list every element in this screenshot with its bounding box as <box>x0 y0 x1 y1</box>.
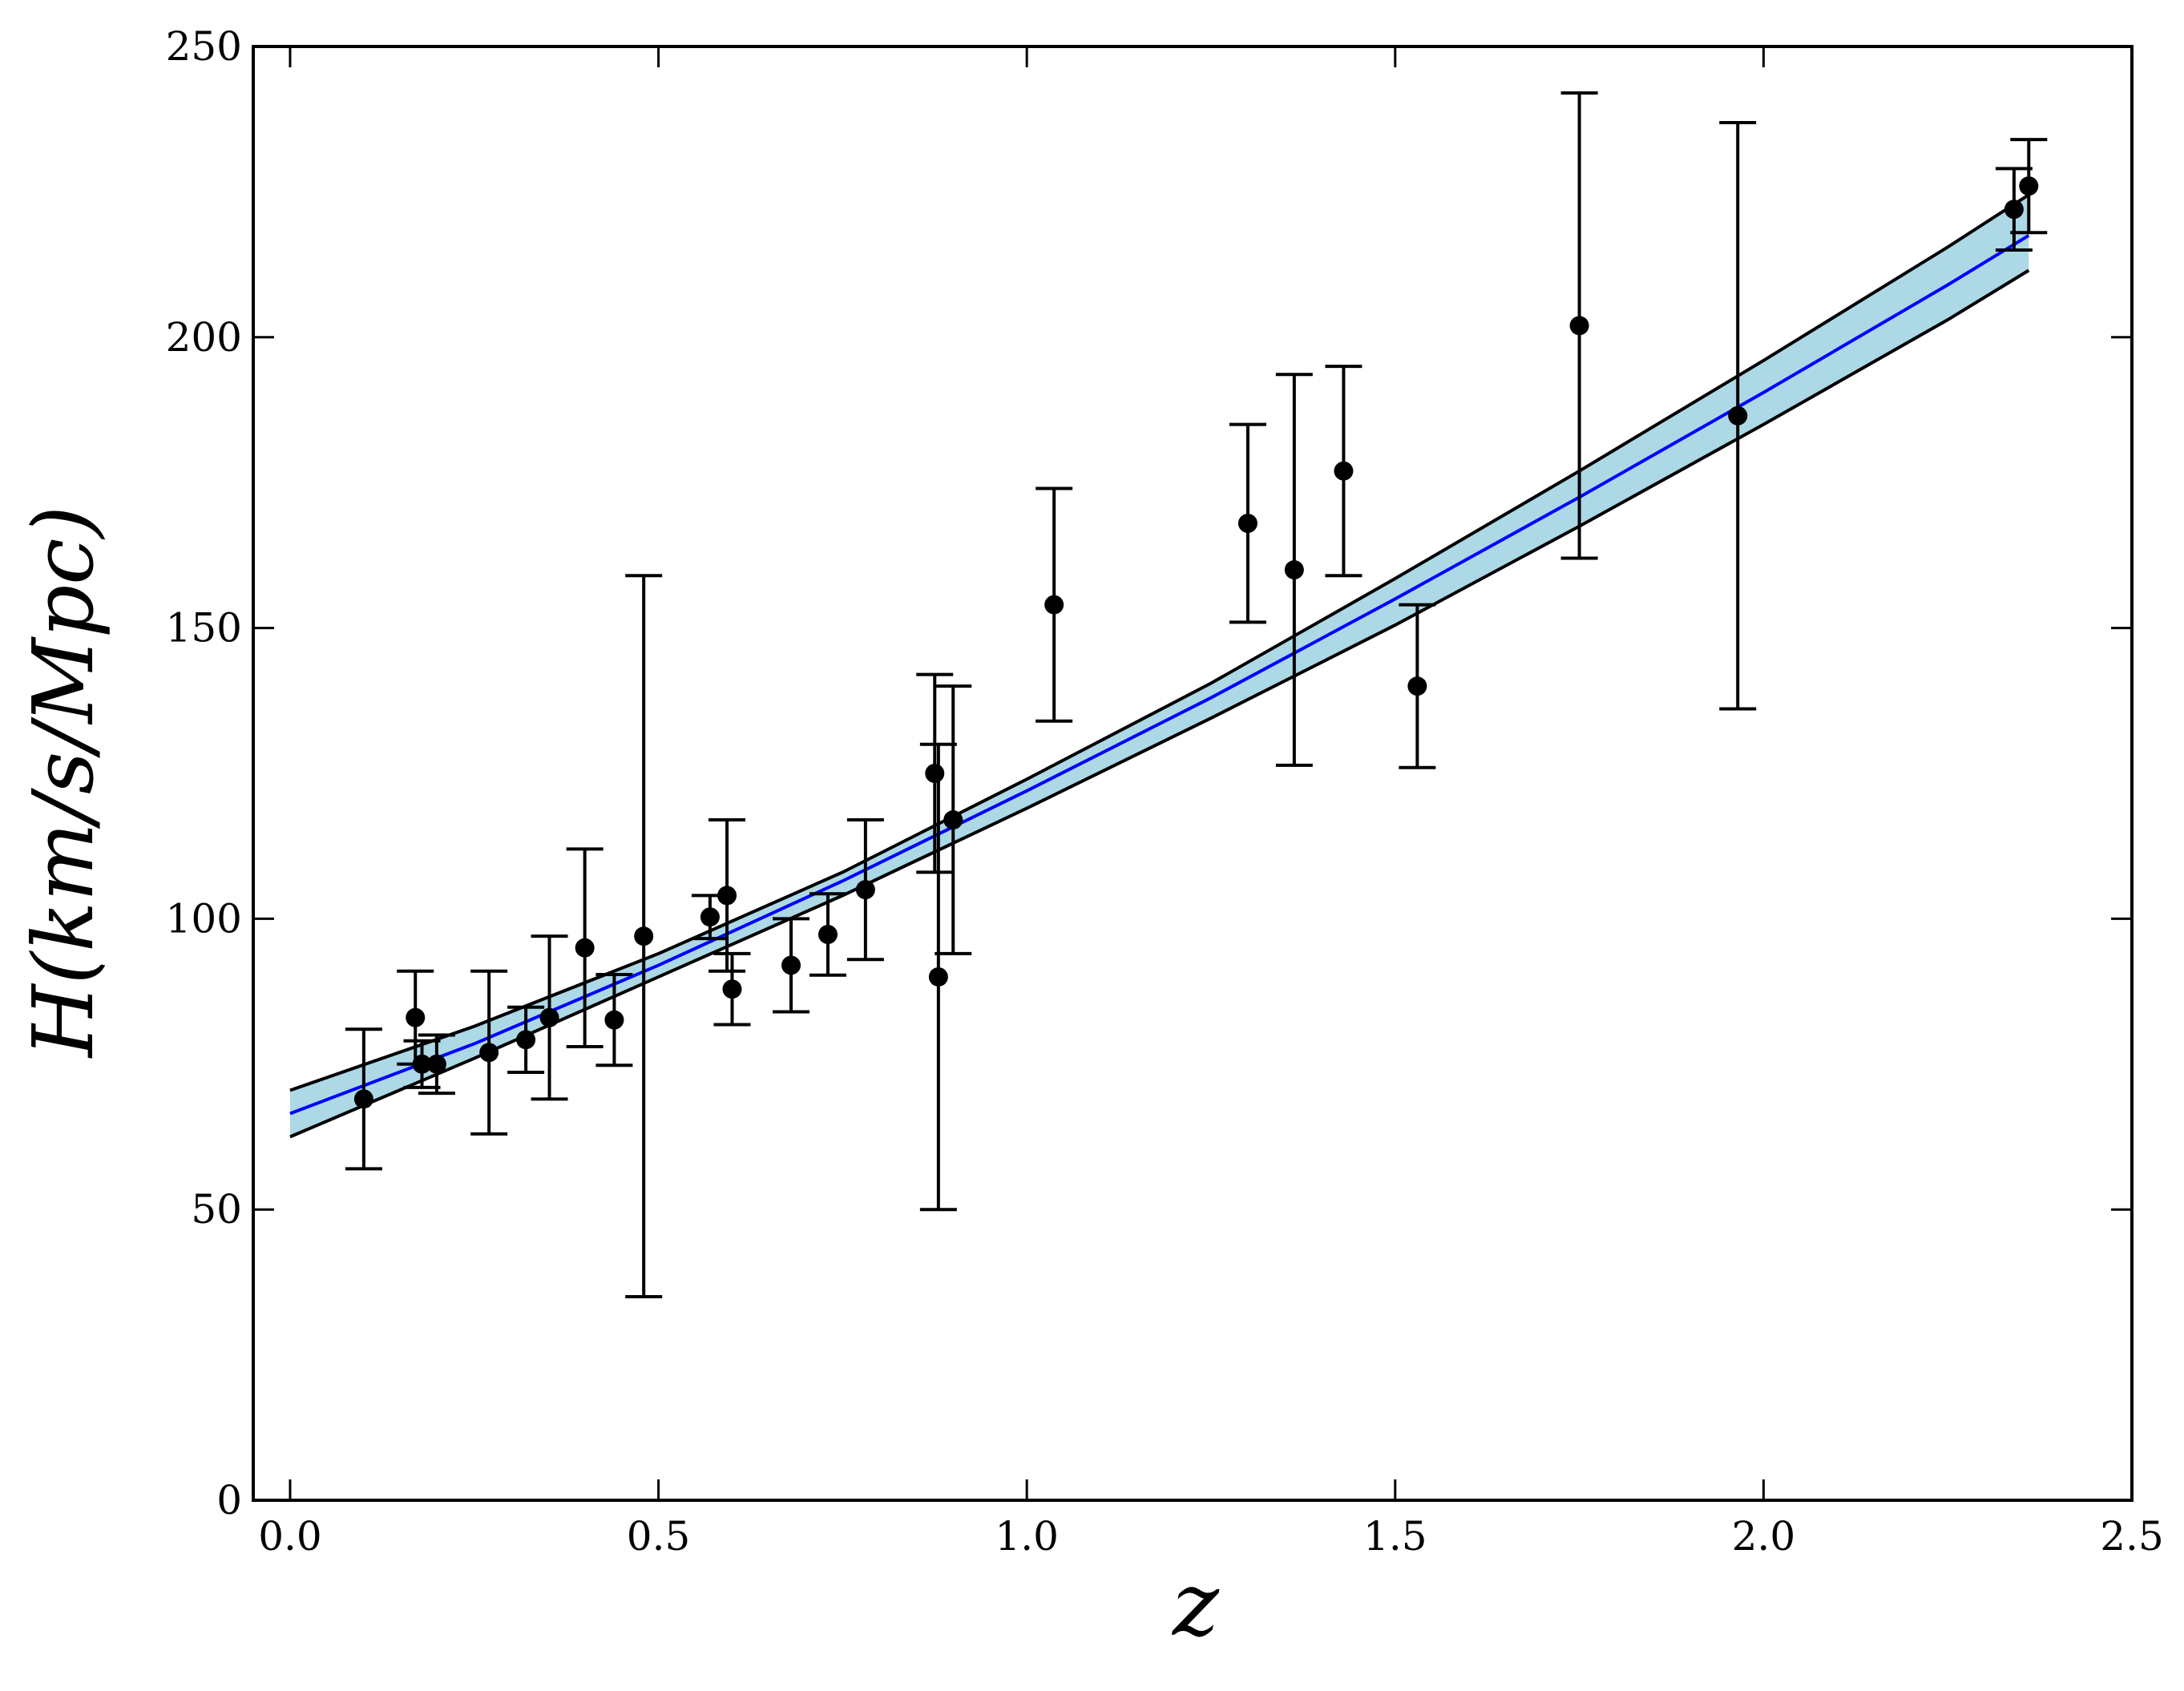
fit-line <box>289 234 2030 1116</box>
data-point <box>928 967 948 987</box>
y-tick-label: 0 <box>216 1477 242 1524</box>
y-tick-label: 150 <box>166 605 242 652</box>
data-point-layer <box>353 176 2039 1109</box>
data-point <box>925 764 945 783</box>
band-lower-edge <box>289 268 2030 1139</box>
data-point <box>817 924 838 944</box>
y-axis-label: H(km/s/Mpc) <box>14 506 112 1059</box>
data-point <box>943 810 963 830</box>
band-upper-edge <box>289 193 2030 1092</box>
data-point <box>1569 316 1589 336</box>
errorbar-layer <box>345 91 2048 1299</box>
data-point <box>2004 200 2024 220</box>
plot-frame <box>252 45 2134 1502</box>
data-point <box>412 1054 432 1074</box>
y-tick-label: 50 <box>191 1186 242 1233</box>
fit-line-layer <box>289 234 2030 1116</box>
data-point <box>575 938 595 958</box>
data-point <box>1237 513 1258 533</box>
data-point <box>1728 406 1748 426</box>
data-point <box>1044 595 1064 615</box>
data-point <box>516 1030 536 1050</box>
data-point <box>717 886 737 906</box>
data-point <box>604 1010 624 1030</box>
y-tick-label: 250 <box>166 23 242 70</box>
x-tick-label: 2.0 <box>1732 1513 1796 1560</box>
tick-layer: 0.0 0.5 1.0 1.5 2.0 2.5 0 50 100 150 200 250 <box>166 23 2164 1560</box>
data-point <box>634 926 654 946</box>
data-point <box>855 880 875 900</box>
data-point <box>1407 676 1427 696</box>
x-tick-label: 0.5 <box>627 1513 691 1560</box>
data-point <box>781 955 801 975</box>
data-point <box>2019 176 2039 196</box>
data-point <box>700 907 720 927</box>
x-axis-label: z <box>1171 1553 1220 1656</box>
data-point <box>1284 560 1304 580</box>
y-tick-label: 100 <box>166 895 242 942</box>
data-point <box>722 979 742 999</box>
confidence-band-layer <box>289 193 2030 1139</box>
y-tick-label: 200 <box>166 314 242 361</box>
x-tick-label: 0.0 <box>258 1513 322 1560</box>
data-point <box>539 1007 559 1027</box>
data-point <box>479 1043 499 1063</box>
data-point <box>1334 461 1354 481</box>
data-point <box>353 1089 373 1109</box>
data-point <box>406 1007 426 1027</box>
data-point <box>426 1054 446 1074</box>
confidence-band <box>289 195 2029 1137</box>
x-tick-label: 1.5 <box>1363 1513 1427 1560</box>
x-tick-label: 2.5 <box>2100 1513 2164 1560</box>
x-tick-label: 1.0 <box>995 1513 1059 1560</box>
